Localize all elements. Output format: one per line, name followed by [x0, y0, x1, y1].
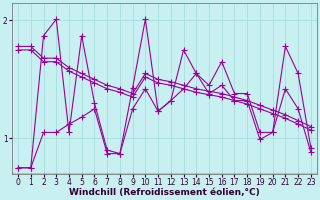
X-axis label: Windchill (Refroidissement éolien,°C): Windchill (Refroidissement éolien,°C) [69, 188, 260, 197]
